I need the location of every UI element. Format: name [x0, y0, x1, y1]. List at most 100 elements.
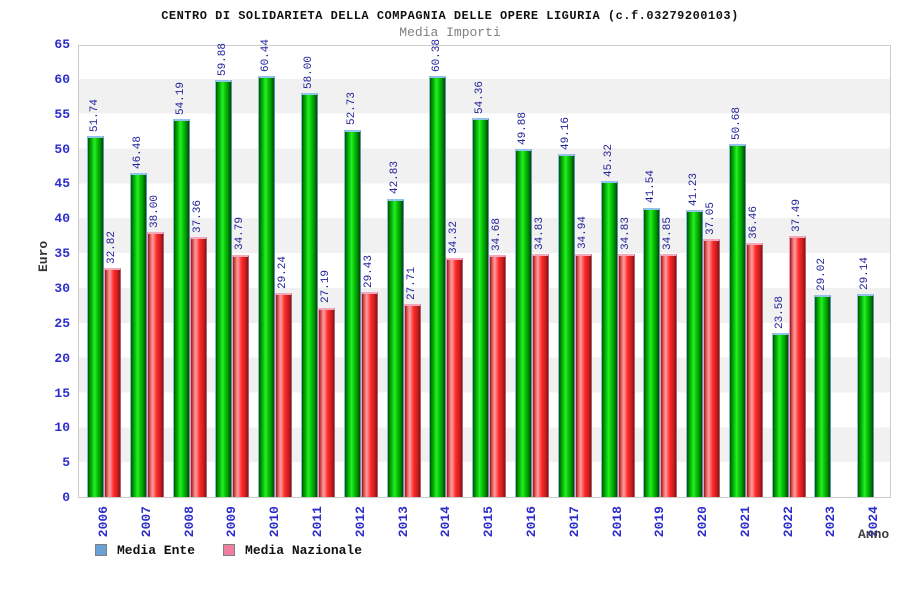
value-label-media-nazionale-2016: 34.83: [533, 217, 546, 251]
bar-media-nazionale-2014: [446, 257, 464, 497]
value-label-media-ente-2016: 49.88: [516, 112, 529, 146]
y-tick-label-35: 35: [54, 246, 70, 262]
y-tick-label-40: 40: [54, 211, 70, 227]
value-label-media-nazionale-2022: 37.49: [790, 198, 803, 232]
x-tick-label-2011: 2011: [309, 506, 325, 538]
value-label-media-ente-2020: 41.23: [688, 172, 701, 206]
x-tick-label-2013: 2013: [395, 506, 411, 538]
y-tick-label-65: 65: [54, 37, 70, 52]
bar-media-ente-2013: [386, 198, 404, 497]
bar-media-nazionale-2021: [745, 242, 763, 497]
x-tick-label-2012: 2012: [352, 506, 368, 538]
bar-media-nazionale-2008: [189, 236, 207, 497]
x-tick-label-2006: 2006: [96, 506, 111, 538]
value-label-media-nazionale-2017: 34.94: [576, 216, 589, 250]
value-label-media-ente-2007: 46.48: [131, 136, 144, 170]
bar-media-ente-2018: [600, 181, 618, 497]
x-tick-label-2017: 2017: [566, 506, 582, 538]
value-label-media-nazionale-2009: 34.79: [234, 217, 247, 251]
x-tick-label-2007: 2007: [138, 506, 154, 538]
y-tick-label-0: 0: [62, 490, 70, 505]
legend-label-media-nazionale: Media Nazionale: [245, 542, 363, 558]
x-tick-label-2022: 2022: [780, 506, 796, 538]
x-axis-title: Anno: [858, 527, 890, 542]
value-label-media-nazionale-2019: 34.85: [662, 217, 675, 251]
bar-media-nazionale-2015: [489, 255, 507, 497]
value-label-media-nazionale-2012: 29.43: [362, 254, 375, 288]
value-label-media-nazionale-2008: 37.36: [191, 199, 204, 233]
value-label-media-ente-2017: 49.16: [559, 117, 572, 151]
bar-media-ente-2006: [87, 136, 104, 497]
x-tick-label-2020: 2020: [695, 506, 711, 538]
value-label-media-nazionale-2018: 34.83: [619, 217, 632, 251]
bar-media-ente-2008: [172, 119, 190, 497]
bar-media-ente-2015: [472, 118, 490, 497]
legend-swatch-media-ente: [95, 544, 107, 556]
value-label-media-ente-2024: 29.14: [859, 256, 872, 290]
y-tick-label-50: 50: [54, 141, 70, 157]
value-label-media-nazionale-2014: 34.32: [448, 220, 461, 254]
value-label-media-ente-2022: 23.58: [773, 295, 786, 329]
y-tick-label-25: 25: [54, 315, 70, 331]
bar-media-nazionale-2018: [617, 254, 635, 497]
bar-media-nazionale-2019: [660, 254, 678, 497]
bar-media-nazionale-2011: [317, 307, 335, 497]
x-tick-label-2019: 2019: [652, 506, 668, 538]
x-tick-label-2010: 2010: [267, 506, 283, 538]
bar-media-ente-2024: [857, 293, 875, 497]
bar-media-ente-2016: [514, 149, 532, 497]
value-label-media-nazionale-2006: 32.82: [106, 231, 118, 265]
x-tick-label-2023: 2023: [823, 506, 839, 538]
x-tick-label-2016: 2016: [523, 506, 539, 538]
value-label-media-ente-2009: 59.88: [217, 42, 230, 76]
value-label-media-ente-2021: 50.68: [730, 106, 743, 140]
chart-subtitle: Media Importi: [399, 25, 501, 40]
y-tick-label-30: 30: [54, 280, 70, 296]
y-tick-label-10: 10: [54, 420, 70, 436]
bar-media-ente-2010: [258, 75, 276, 497]
bar-media-ente-2009: [215, 79, 233, 497]
value-label-media-nazionale-2013: 27.71: [405, 266, 418, 300]
y-tick-label-60: 60: [54, 71, 70, 87]
bar-media-ente-2022: [771, 332, 789, 497]
y-tick-label-20: 20: [54, 350, 70, 366]
bar-media-nazionale-2006: [104, 268, 121, 497]
bar-media-nazionale-2007: [146, 232, 164, 497]
bar-media-ente-2021: [728, 143, 746, 497]
value-label-media-ente-2006: 51.74: [89, 99, 101, 133]
bar-media-nazionale-2010: [275, 293, 293, 497]
chart-title: CENTRO DI SOLIDARIETA DELLA COMPAGNIA DE…: [161, 9, 739, 23]
value-label-media-ente-2023: 29.02: [816, 257, 829, 291]
value-label-media-ente-2013: 42.83: [388, 161, 401, 195]
plot-area: 51.74 32.82 46.48 38.00 54.19 37.36 59.88 34.79…: [78, 39, 891, 498]
bar-media-ente-2007: [129, 173, 147, 497]
bar-media-nazionale-2016: [531, 254, 549, 497]
value-label-media-ente-2008: 54.19: [174, 82, 187, 116]
x-tick-label-2021: 2021: [737, 506, 753, 538]
bar-media-ente-2011: [300, 92, 318, 497]
y-tick-label-15: 15: [54, 385, 70, 401]
x-tick-label-2008: 2008: [181, 506, 197, 538]
legend-swatch-media-nazionale: [223, 544, 236, 556]
bar-media-ente-2017: [557, 154, 575, 497]
bar-media-ente-2019: [643, 207, 661, 497]
value-label-media-ente-2014: 60.38: [431, 39, 444, 73]
value-label-media-nazionale-2010: 29.24: [277, 256, 290, 290]
bar-media-nazionale-2009: [232, 254, 250, 497]
x-tick-label-2015: 2015: [481, 506, 497, 538]
bar-media-ente-2014: [429, 76, 447, 497]
bar-media-nazionale-2012: [360, 291, 378, 497]
y-tick-label-55: 55: [54, 106, 70, 122]
bar-media-ente-2020: [686, 209, 704, 497]
value-label-media-ente-2015: 54.36: [474, 81, 487, 115]
y-tick-label-45: 45: [54, 176, 70, 192]
value-label-media-ente-2019: 41.54: [645, 170, 658, 204]
x-tick-label-2014: 2014: [438, 506, 454, 538]
value-label-media-nazionale-2021: 36.46: [747, 205, 760, 239]
legend-label-media-ente: Media Ente: [117, 542, 196, 558]
bar-media-nazionale-2020: [703, 238, 721, 497]
value-label-media-nazionale-2007: 38.00: [148, 195, 161, 229]
bar-media-ente-2012: [343, 129, 361, 497]
legend: Media Ente Media Nazionale: [95, 542, 380, 558]
